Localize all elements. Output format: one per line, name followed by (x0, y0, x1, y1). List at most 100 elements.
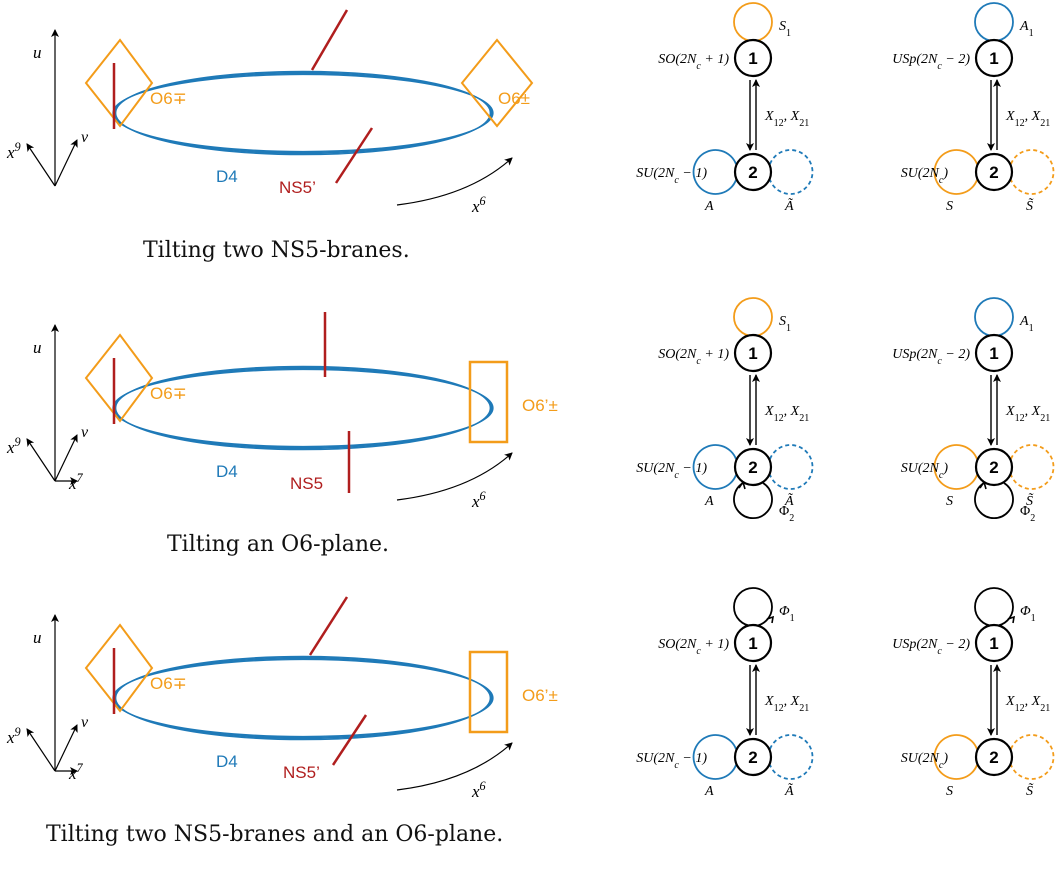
brane-diagram-3: u x9 v x7 D4 O6∓ O6’± NS5’ x6 (6, 596, 558, 801)
bifund-label: X12, X21 (1005, 404, 1050, 424)
o6-prime-plane-right (468, 650, 509, 734)
node2-right-loop-label: Ã (784, 492, 794, 509)
x6-label: x6 (471, 489, 487, 511)
gauge-group-1: USp(2Nc − 2) (892, 637, 970, 657)
o6-prime-plane-right (468, 360, 509, 444)
o6-right-label: O6’± (522, 686, 558, 705)
quiver-b-3: Φ1 1 USp(2Nc − 2) X12, X21 2 SU(2Nc) S S̃ (892, 587, 1055, 799)
panel-caption: Tilting an O6-plane. (167, 532, 390, 557)
axis-label-v: v (81, 714, 89, 731)
node1-self-loop (733, 587, 773, 627)
node2-left-loop (692, 734, 737, 780)
d4-brane-line (113, 367, 493, 449)
node2-left-loop-label: S (946, 494, 953, 509)
node1-self-loop (974, 587, 1014, 627)
node2-left-loop (692, 444, 737, 490)
bifund-label: X12, X21 (764, 694, 809, 714)
gauge-group-1: USp(2Nc − 2) (892, 52, 970, 72)
bifund-label: X12, X21 (764, 404, 809, 424)
node-2-label: 2 (989, 748, 998, 767)
node2-right-loop (1010, 734, 1055, 780)
node2-left-loop-label: A (704, 199, 714, 214)
node2-right-loop-label: Ã (784, 197, 794, 214)
node2-right-loop (769, 444, 814, 490)
node-1-label: 1 (748, 49, 757, 68)
node2-left-loop (933, 444, 978, 490)
gauge-group-1: SO(2Nc + 1) (658, 347, 729, 367)
x6-label: x6 (471, 779, 487, 801)
o6-right-label: O6’± (522, 396, 558, 415)
node-2-label: 2 (989, 163, 998, 182)
node1-loop-label: A1 (1019, 19, 1034, 39)
o6-left-label: O6∓ (150, 89, 187, 108)
o6-plane-right (460, 38, 534, 128)
quiver-a-2: S1 1 SO(2Nc + 1) X12, X21 Φ2 2 SU(2Nc − 1) A Ã (636, 297, 814, 524)
node-1-label: 1 (748, 634, 757, 653)
axis-label-u: u (33, 43, 42, 62)
node1-self-loop (733, 297, 773, 337)
axis-label-x7: x7 (68, 471, 84, 493)
d4-branes (112, 655, 494, 741)
axis-v (54, 434, 78, 482)
axis-v (54, 139, 78, 187)
quiver-node-2 (733, 447, 773, 487)
quiver-node-2 (733, 737, 773, 777)
quiver-node-1 (733, 623, 773, 663)
node2-right-loop (769, 149, 814, 195)
bifund-label: X12, X21 (764, 109, 809, 129)
node2-adjoint-label: Φ2 (1020, 504, 1035, 524)
axis-label-v: v (81, 424, 89, 441)
node-1-label: 1 (748, 344, 757, 363)
d4-brane-line (112, 658, 494, 738)
quiver-b-1: A1 1 USp(2Nc − 2) X12, X21 2 SU(2Nc) S S̃ (892, 2, 1055, 214)
node-2-label: 2 (748, 458, 757, 477)
node1-self-loop (974, 2, 1014, 42)
gauge-group-1: SO(2Nc + 1) (658, 52, 729, 72)
d4-branes (112, 365, 494, 451)
node-1-label: 1 (989, 49, 998, 68)
node2-left-loop-label: S (946, 199, 953, 214)
d4-brane-line (113, 72, 493, 154)
d4-brane-line (112, 368, 494, 448)
bifund-label: X12, X21 (1005, 109, 1050, 129)
o6-left-label: O6∓ (150, 384, 187, 403)
ns5-label: NS5 (290, 474, 323, 493)
gauge-group-2: SU(2Nc − 1) (636, 461, 707, 481)
quiver-a-1: S1 1 SO(2Nc + 1) X12, X21 2 SU(2Nc − 1) A Ã (636, 2, 814, 214)
axis-label-x9: x9 (6, 435, 21, 457)
node2-adjoint-label: Φ2 (779, 504, 794, 524)
quiver-node-1 (974, 38, 1014, 78)
quiver-node-2 (974, 447, 1014, 487)
o6-plane-left (84, 333, 154, 423)
node2-right-loop-label: S̃ (1026, 493, 1034, 509)
axis-label-u: u (33, 338, 42, 357)
node-2-label: 2 (989, 458, 998, 477)
axis-x9 (26, 143, 56, 187)
x6-arrow (396, 742, 513, 791)
d4-brane-line (113, 657, 493, 739)
node1-loop-arrow (766, 615, 775, 624)
node2-left-loop (933, 734, 978, 780)
node1-loop-arrow (1007, 615, 1016, 624)
node2-left-loop (692, 149, 737, 195)
axis-label-v: v (81, 129, 89, 146)
d4-brane-line (115, 70, 491, 156)
node-2-label: 2 (748, 163, 757, 182)
panel-caption: Tilting two NS5-branes. (143, 238, 410, 263)
gauge-group-2: SU(2Nc − 1) (636, 751, 707, 771)
quiver-b-2: A1 1 USp(2Nc − 2) X12, X21 Φ2 2 SU(2Nc) S S̃ (892, 297, 1055, 524)
quiver-node-2 (974, 152, 1014, 192)
gauge-group-2: SU(2Nc) (901, 751, 949, 771)
node2-right-loop (1010, 149, 1055, 195)
bifund-label: X12, X21 (1005, 694, 1050, 714)
node2-left-loop-label: S (946, 784, 953, 799)
quiver-node-1 (733, 333, 773, 373)
node1-loop-label: A1 (1019, 314, 1034, 334)
axis-label-x9: x9 (6, 725, 21, 747)
coordinate-axes: u x9 v x7 (6, 324, 89, 493)
gauge-group-2: SU(2Nc − 1) (636, 166, 707, 186)
quiver-node-2 (974, 737, 1014, 777)
panel-caption: Tilting two NS5-branes and an O6-plane. (46, 822, 504, 847)
axis-x9 (26, 728, 56, 772)
ns5-brane-top (308, 596, 349, 656)
